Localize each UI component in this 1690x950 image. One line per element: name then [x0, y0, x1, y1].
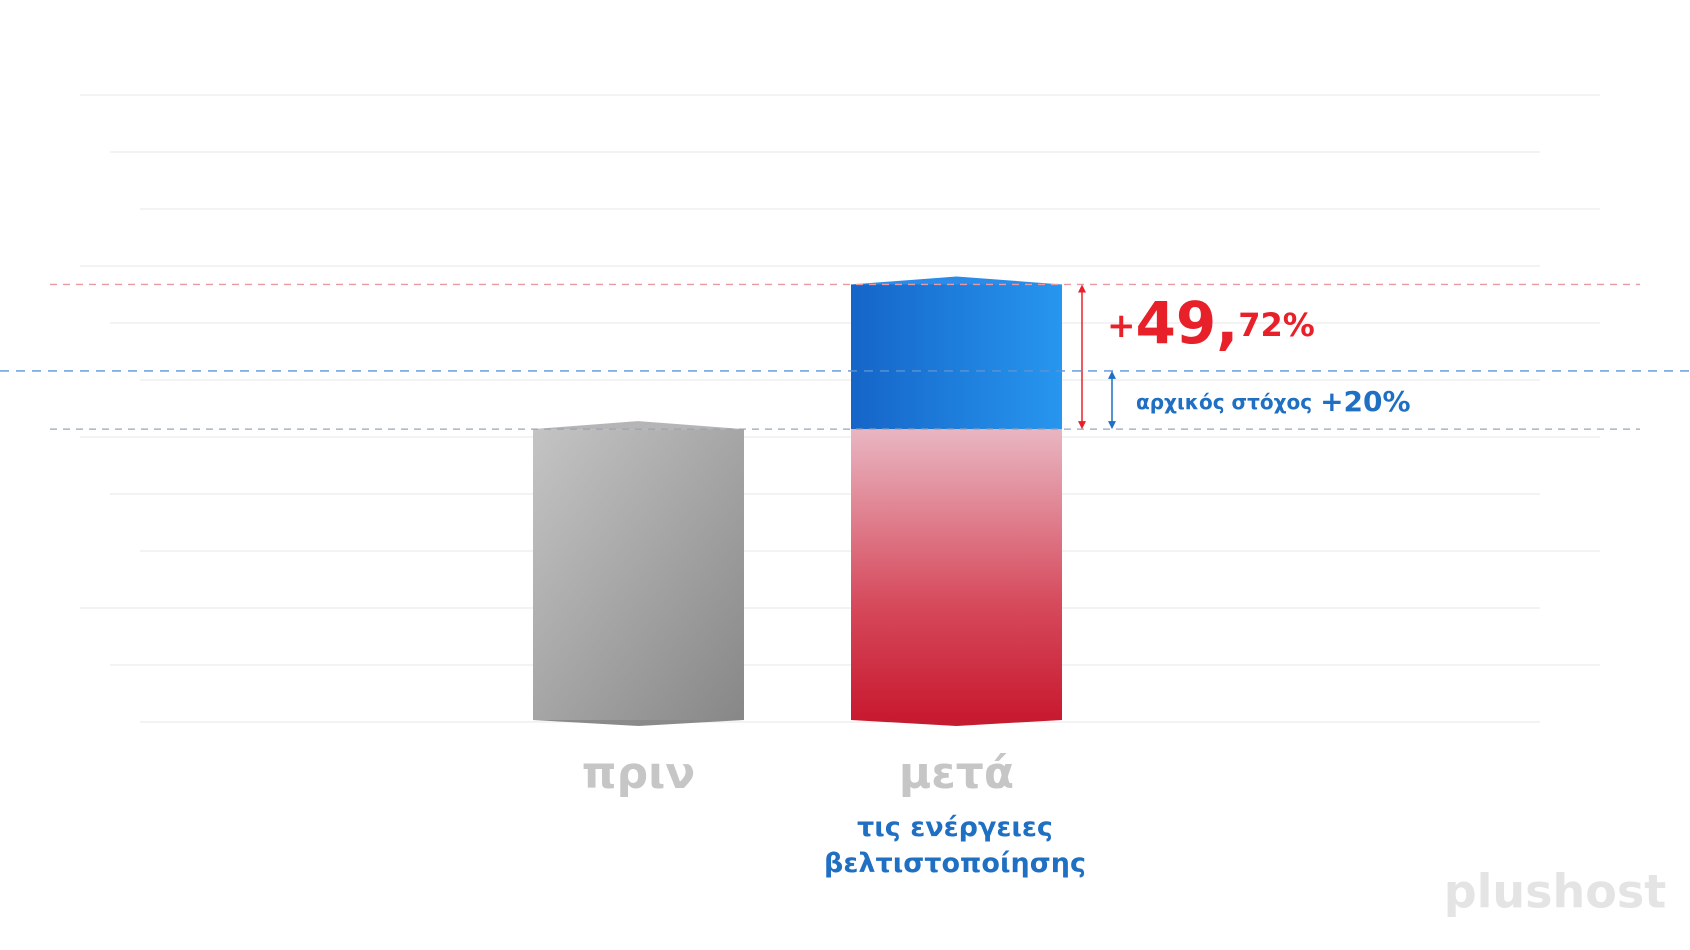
logo: plushost	[1444, 865, 1667, 919]
category-label: πριν	[582, 748, 695, 799]
bar-bottom	[533, 720, 744, 726]
category-note: τις ενέργειες βελτιστοποίησης	[824, 812, 1086, 879]
arrow-head	[1108, 370, 1116, 379]
bar-increase	[851, 284, 1062, 430]
value-label: +49,72%	[1107, 289, 1315, 357]
category-label: μετά	[899, 748, 1014, 799]
bar	[851, 429, 1062, 720]
bar-top	[533, 421, 744, 430]
target-label: αρχικός στόχος +20%	[1136, 385, 1411, 418]
target-value-label: +20%	[1320, 385, 1410, 418]
bar-top	[851, 276, 1062, 285]
bar	[533, 429, 744, 720]
bar-bottom	[851, 720, 1062, 726]
target-text: αρχικός στόχος	[1136, 390, 1312, 414]
arrow-head	[1108, 421, 1116, 430]
arrow-head	[1078, 284, 1086, 293]
arrow-head	[1078, 421, 1086, 430]
